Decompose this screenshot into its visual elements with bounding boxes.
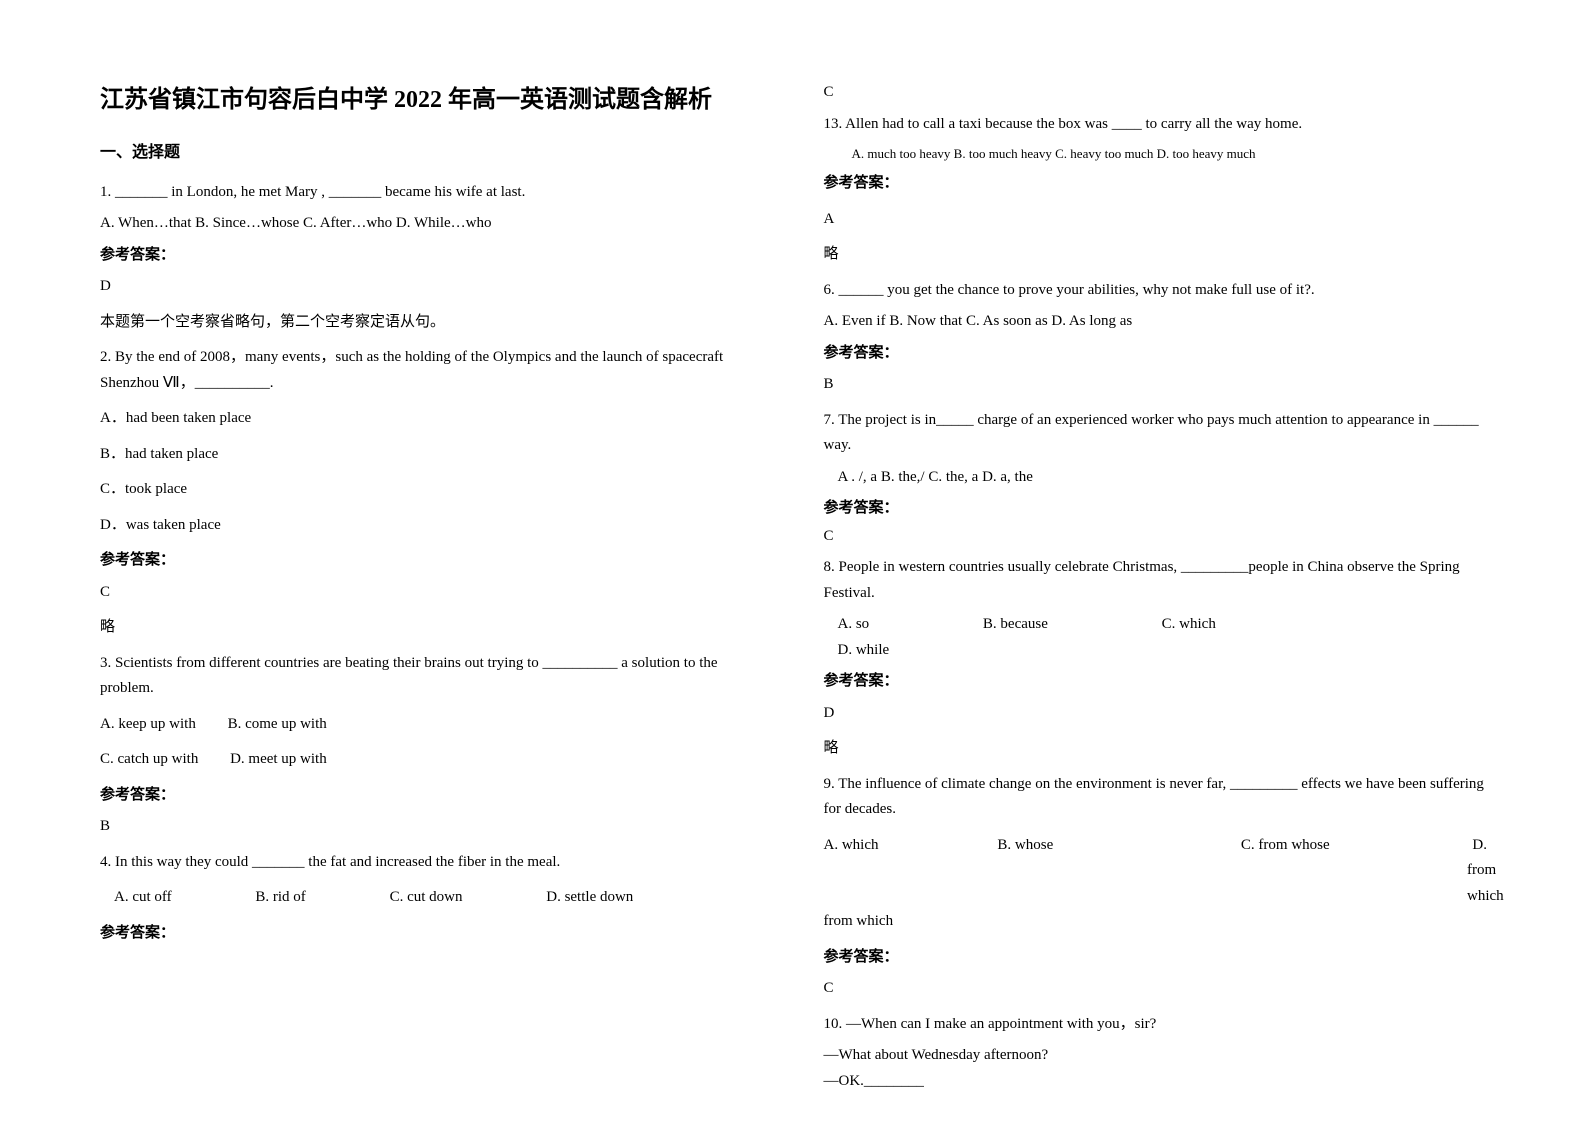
q4-opt-a: A. cut off xyxy=(114,885,172,911)
q4-opt-b: B. rid of xyxy=(255,885,305,911)
q9-opt-b: B. whose xyxy=(997,833,1240,910)
q4-opt-d: D. settle down xyxy=(546,885,633,911)
q8-opt-a: A. so xyxy=(838,612,870,638)
section-heading: 一、选择题 xyxy=(100,139,764,166)
q10-line1: 10. —When can I make an appointment with… xyxy=(824,1012,1488,1038)
q6-options: A. Even if B. Now that C. As soon as D. … xyxy=(824,309,1488,335)
q9-opt-d-prefix: D. from which xyxy=(1467,833,1487,910)
q8-answer-label: 参考答案： xyxy=(824,669,1488,695)
q3-options-row2: C. catch up with D. meet up with xyxy=(100,747,764,773)
q9-options: A. which B. whose C. from whose D. from … xyxy=(824,833,1488,910)
q7-options: A . /, a B. the,/ C. the, a D. a, the xyxy=(838,465,1488,491)
q7-stem: 7. The project is in_____ charge of an e… xyxy=(824,408,1488,459)
q13-note: 略 xyxy=(824,242,1488,268)
q8-opt-b: B. because xyxy=(983,612,1048,638)
q3-opt-d: D. meet up with xyxy=(230,747,327,773)
q10-line2: —What about Wednesday afternoon? xyxy=(824,1043,1488,1069)
q6-answer: B xyxy=(824,372,1488,398)
q13-answer: A xyxy=(824,207,1488,233)
q2-answer-label: 参考答案： xyxy=(100,548,764,574)
q6-answer-label: 参考答案： xyxy=(824,341,1488,367)
q4-answer-label: 参考答案： xyxy=(100,921,764,947)
q9-opt-a: A. which xyxy=(824,833,998,910)
page-root: 江苏省镇江市句容后白中学 2022 年高一英语测试题含解析 一、选择题 1. _… xyxy=(0,0,1587,1134)
q1-stem: 1. _______ in London, he met Mary , ____… xyxy=(100,180,764,206)
q9-stem: 9. The influence of climate change on th… xyxy=(824,772,1488,823)
q13-stem: 13. Allen had to call a taxi because the… xyxy=(824,112,1488,138)
q6-stem: 6. ______ you get the chance to prove yo… xyxy=(824,278,1488,304)
q8-options: A. so B. because C. which D. while xyxy=(838,612,1488,663)
q3-answer-label: 参考答案： xyxy=(100,783,764,809)
document-title: 江苏省镇江市句容后白中学 2022 年高一英语测试题含解析 xyxy=(100,80,764,121)
q8-opt-c: C. which xyxy=(1162,612,1216,638)
q2-opt-d: D．was taken place xyxy=(100,513,764,539)
top-answer: C xyxy=(824,80,1488,106)
q9-answer: C xyxy=(824,976,1488,1002)
q1-options: A. When…that B. Since…whose C. After…who… xyxy=(100,211,764,237)
q2-note: 略 xyxy=(100,615,764,641)
q3-opt-c: C. catch up with xyxy=(100,747,198,773)
q3-answer: B xyxy=(100,814,764,840)
q8-opt-d: D. while xyxy=(838,638,890,664)
q1-answer: D xyxy=(100,274,764,300)
q2-opt-c: C．took place xyxy=(100,477,764,503)
q1-answer-label: 参考答案： xyxy=(100,243,764,269)
q2-opt-a: A．had been taken place xyxy=(100,406,764,432)
q10-line3: —OK.________ xyxy=(824,1069,1488,1095)
q2-answer: C xyxy=(100,580,764,606)
q4-opt-c: C. cut down xyxy=(390,885,463,911)
q3-opt-b: B. come up with xyxy=(228,712,327,738)
left-column: 江苏省镇江市句容后白中学 2022 年高一英语测试题含解析 一、选择题 1. _… xyxy=(100,80,764,1094)
q9-opt-c: C. from whose xyxy=(1241,833,1467,910)
q2-stem: 2. By the end of 2008，many events，such a… xyxy=(100,345,764,396)
right-column: C 13. Allen had to call a taxi because t… xyxy=(824,80,1488,1094)
q1-note: 本题第一个空考察省略句，第二个空考察定语从句。 xyxy=(100,310,764,336)
q8-stem: 8. People in western countries usually c… xyxy=(824,555,1488,606)
q9-answer-label: 参考答案： xyxy=(824,945,1488,971)
q3-options-row1: A. keep up with B. come up with xyxy=(100,712,764,738)
q2-opt-b: B．had taken place xyxy=(100,442,764,468)
q7-answer-label: 参考答案： xyxy=(824,496,1488,522)
q3-stem: 3. Scientists from different countries a… xyxy=(100,651,764,702)
q9-opt-d-text: from which xyxy=(824,909,1488,935)
q3-opt-a: A. keep up with xyxy=(100,712,196,738)
q8-note: 略 xyxy=(824,736,1488,762)
q4-stem: 4. In this way they could _______ the fa… xyxy=(100,850,764,876)
q8-answer: D xyxy=(824,701,1488,727)
q13-answer-label: 参考答案： xyxy=(824,171,1488,197)
q4-options: A. cut off B. rid of C. cut down D. sett… xyxy=(114,885,764,911)
q13-options: A. much too heavy B. too much heavy C. h… xyxy=(852,143,1488,165)
q7-answer: C xyxy=(824,524,1488,550)
